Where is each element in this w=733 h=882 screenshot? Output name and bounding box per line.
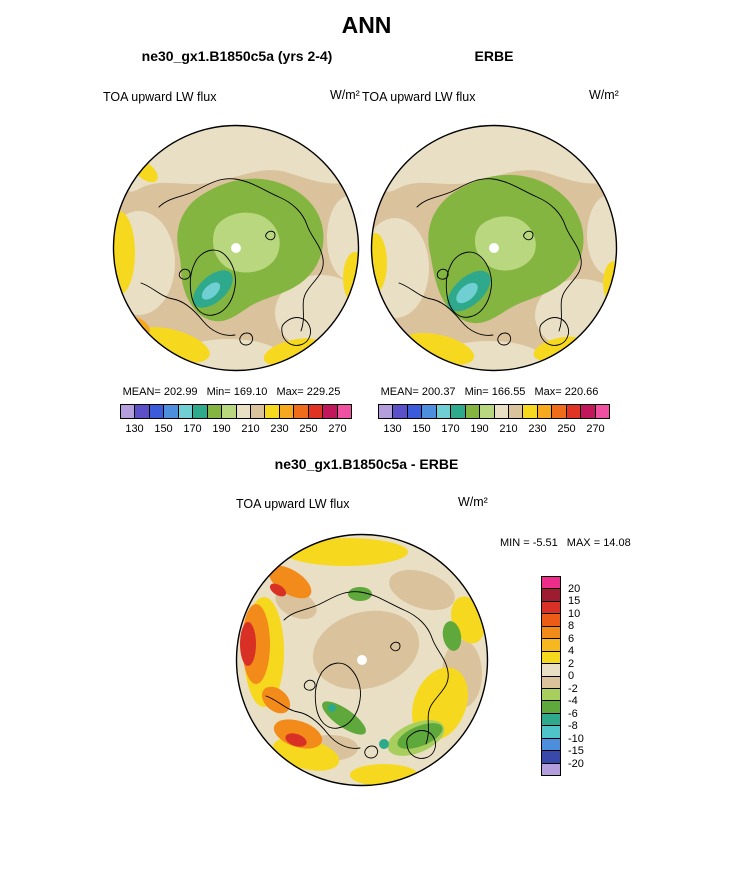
- diff-colorbar: 20 15 10 8 6 4 2 0 -2 -4 -6 -8 -10 -15 -20: [541, 576, 584, 776]
- obs-mean-label: MEAN=: [380, 386, 419, 398]
- obs-colorbar: 130 150 170 190 210 230 250 270: [378, 404, 610, 435]
- pole-hole: [231, 243, 241, 253]
- diff-field-label: TOA upward LW flux: [236, 497, 350, 511]
- model-max-label: Max=: [276, 386, 304, 398]
- model-colorbar: 130 150 170 190 210 230 250 270: [120, 404, 352, 435]
- model-mean-label: MEAN=: [122, 386, 161, 398]
- obs-units-label: W/m²: [589, 88, 619, 102]
- obs-map: [370, 124, 618, 372]
- obs-max-value: 220.66: [564, 386, 599, 398]
- obs-max-label: Max=: [534, 386, 562, 398]
- obs-subtitle: ERBE: [474, 48, 514, 64]
- pole-hole: [489, 243, 499, 253]
- pole-hole: [357, 655, 367, 665]
- model-min-label: Min=: [206, 386, 231, 398]
- coastlines: [398, 178, 582, 346]
- model-max-value: 229.25: [306, 386, 341, 398]
- obs-mean-value: 200.37: [421, 386, 456, 398]
- model-min-value: 169.10: [233, 386, 268, 398]
- diff-map: [235, 533, 489, 787]
- coastlines: [140, 178, 324, 346]
- model-units-label: W/m²: [330, 88, 360, 102]
- model-subtitle: ne30_gx1.B1850c5a (yrs 2-4): [141, 48, 333, 64]
- diff-subtitle: ne30_gx1.B1850c5a - ERBE: [274, 456, 459, 472]
- model-stats: MEAN= 202.99 Min= 169.10 Max= 229.25: [96, 386, 376, 398]
- diff-units-label: W/m²: [458, 495, 488, 509]
- model-map: [112, 124, 360, 372]
- diff-min-value: -5.51: [532, 537, 558, 549]
- diff-min-label: MIN =: [500, 537, 530, 549]
- model-mean-value: 202.99: [163, 386, 198, 398]
- obs-field-label: TOA upward LW flux: [362, 90, 476, 104]
- figure-title: ANN: [341, 12, 392, 38]
- diff-max-label: MAX =: [566, 537, 601, 549]
- diff-max-value: 14.08: [603, 537, 631, 549]
- obs-min-label: Min=: [464, 386, 489, 398]
- diff-stats: MIN = -5.51 MAX = 14.08: [500, 537, 700, 549]
- model-field-label: TOA upward LW flux: [103, 90, 217, 104]
- obs-stats: MEAN= 200.37 Min= 166.55 Max= 220.66: [354, 386, 634, 398]
- coastlines: [265, 591, 449, 759]
- obs-min-value: 166.55: [491, 386, 526, 398]
